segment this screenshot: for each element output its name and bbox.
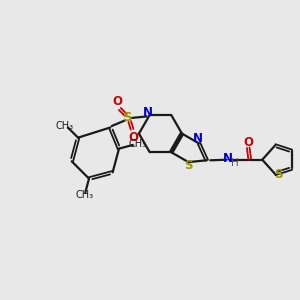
Text: CH₃: CH₃ (56, 121, 74, 131)
Text: S: S (184, 160, 193, 172)
Text: O: O (128, 130, 138, 144)
Text: CH₃: CH₃ (128, 139, 146, 149)
Text: H: H (231, 158, 239, 168)
Text: O: O (113, 95, 123, 108)
Text: CH₃: CH₃ (75, 190, 93, 200)
Text: N: N (223, 152, 233, 165)
Text: N: N (193, 132, 202, 145)
Text: S: S (123, 111, 133, 124)
Text: O: O (243, 136, 253, 149)
Text: N: N (143, 106, 153, 119)
Text: S: S (274, 168, 283, 181)
